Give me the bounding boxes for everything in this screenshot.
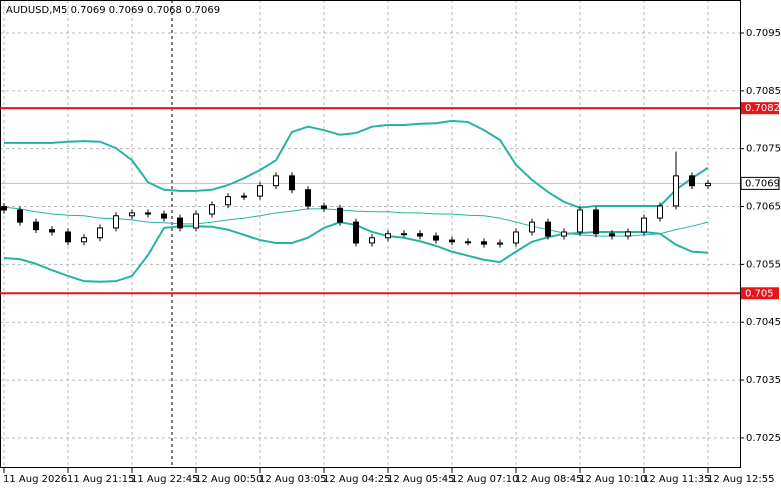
last-price-label: 0.7069 [745,178,780,189]
bollinger-band [4,119,709,209]
candle-body [689,175,695,187]
y-tick-label: 0.7085 [746,86,781,97]
candle-body [257,185,263,197]
candle-body [337,207,343,223]
candle-body [289,175,295,191]
plot-frame [0,0,741,468]
candle-body [65,231,71,243]
candle-body [673,175,679,207]
candle-body [561,231,567,237]
candle-body [193,213,199,229]
candle-body [17,209,23,223]
x-tick-label: 12 Aug 08:45 [515,474,582,485]
candle-body [497,242,503,245]
plot [1,119,711,283]
x-tick-label: 12 Aug 03:05 [259,474,326,485]
last-price-box [740,176,780,190]
x-tick-label: 12 Aug 12:55 [707,474,774,485]
x-tick-label: 11 Aug 2026 [3,474,67,485]
candle-body [465,241,471,244]
candle-body [113,215,119,229]
y-tick-label: 0.7095 [746,28,781,39]
candle-body [161,213,167,219]
x-tick-label: 12 Aug 07:10 [451,474,518,485]
level-label: 0.7082 [745,103,780,114]
y-tick-label: 0.7075 [746,144,781,155]
y-tick-label: 0.7065 [746,202,781,213]
candle-body [97,227,103,239]
candle-body [529,221,535,233]
x-tick-label: 12 Aug 05:45 [387,474,454,485]
candle-body [1,206,7,211]
candle-body [545,221,551,237]
candle-body [481,241,487,245]
candle-body [385,233,391,239]
y-tick-label: 0.7035 [746,375,781,386]
y-tick-label: 0.7025 [746,433,781,444]
candle-body [641,217,647,233]
candle-body [177,217,183,229]
candle-body [33,221,39,231]
candle-body [433,235,439,241]
x-tick-label: 11 Aug 22:45 [131,474,198,485]
chart-title: AUDUSD,M5 0.7069 0.7069 0.7068 0.7069 [6,5,220,16]
candle-body [145,212,151,215]
candle-body [273,175,279,187]
candle-body [81,237,87,243]
candle-body [129,212,135,217]
candle-body [705,182,711,187]
candle-body [513,231,519,244]
candle-body [241,195,247,198]
candle-body [657,205,663,219]
x-tick-label: 12 Aug 10:10 [579,474,646,485]
candle-body [449,239,455,243]
x-tick-label: 11 Aug 21:15 [67,474,134,485]
candle-body [577,209,583,233]
y-tick-label: 0.7045 [746,317,781,328]
candle-body [49,229,55,233]
candle-body [209,204,215,215]
level-label: 0.705 [745,288,774,299]
candle-body [369,237,375,244]
candle-body [609,233,615,237]
x-tick-label: 12 Aug 00:50 [195,474,262,485]
level-label-box [741,287,779,300]
level-label-box [741,102,779,115]
candle-body [593,209,599,235]
bollinger-band [3,206,709,237]
candle-body [225,196,231,206]
candle-body [625,231,631,237]
candle-body [417,233,423,237]
candle-body [305,189,311,207]
candle-body [401,233,407,236]
x-tick-label: 12 Aug 04:25 [323,474,390,485]
candle-body [321,205,327,209]
y-tick-label: 0.7055 [746,259,781,270]
x-tick-label: 12 Aug 11:35 [643,474,710,485]
grid [0,0,740,468]
candle-body [353,221,359,244]
